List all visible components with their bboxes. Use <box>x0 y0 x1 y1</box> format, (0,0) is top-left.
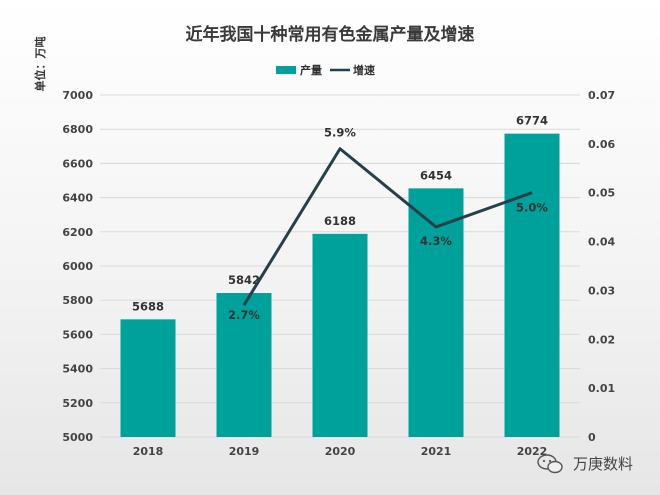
growth-rate-label: 4.3% <box>420 234 452 248</box>
x-axis-ticks: 2018 2019 2020 2021 2022 <box>133 445 548 458</box>
y2-tick-label: 0.05 <box>588 187 615 200</box>
y2-tick-label: 0.02 <box>588 333 615 346</box>
wechat-icon <box>537 454 563 474</box>
bar <box>312 233 368 437</box>
right-axis-ticks: 0 0.01 0.02 0.03 0.04 0.05 0.06 0.07 <box>588 89 615 444</box>
growth-rate-label: 5.0% <box>516 201 548 215</box>
x-tick-label: 2020 <box>325 445 356 458</box>
y2-tick-label: 0.06 <box>588 138 615 151</box>
legend: 产量 增速 <box>276 63 375 77</box>
y-tick-label: 7000 <box>62 89 93 102</box>
y-tick-label: 6800 <box>62 123 93 136</box>
bar-value-label: 6188 <box>324 214 356 228</box>
growth-line-path <box>242 147 533 306</box>
watermark-text: 万庚数料 <box>573 455 633 473</box>
y-tick-label: 5600 <box>62 328 93 341</box>
y-tick-label: 5800 <box>62 294 93 307</box>
bar <box>408 188 464 437</box>
y-tick-label: 6400 <box>62 192 93 205</box>
bar <box>216 293 272 437</box>
y2-tick-label: 0.01 <box>588 382 615 395</box>
y-tick-label: 6000 <box>62 260 93 273</box>
y-tick-label: 5000 <box>62 431 93 444</box>
x-tick-label: 2018 <box>133 445 164 458</box>
chart-title: 近年我国十种常用有色金属产量及增速 <box>186 24 475 45</box>
growth-rate-label: 2.7% <box>228 308 260 322</box>
growth-line: 2.7% 5.9% 4.3% 5.0% <box>228 126 548 322</box>
y2-tick-label: 0 <box>588 431 596 444</box>
bar-value-label: 5688 <box>132 299 164 313</box>
bar-value-label: 5842 <box>228 273 260 287</box>
y-tick-label: 5200 <box>62 397 93 410</box>
y-tick-label: 6200 <box>62 226 93 239</box>
x-tick-label: 2021 <box>421 445 452 458</box>
legend-bar-swatch <box>276 66 296 74</box>
bar <box>120 319 176 437</box>
bar <box>504 133 560 437</box>
x-tick-label: 2019 <box>229 445 260 458</box>
y2-tick-label: 0.07 <box>588 89 615 102</box>
watermark: 万庚数料 <box>537 454 633 474</box>
x-tick-label: 2022 <box>517 445 548 458</box>
legend-line-label: 增速 <box>353 63 375 77</box>
legend-bar-label: 产量 <box>300 63 322 77</box>
unit-label: 单位：万吨 <box>33 37 47 92</box>
bars <box>120 133 560 437</box>
y2-tick-label: 0.03 <box>588 284 615 297</box>
bar-value-label: 6454 <box>420 168 452 182</box>
y2-tick-label: 0.04 <box>588 236 615 249</box>
y-tick-label: 5400 <box>62 363 93 376</box>
bar-labels: 5688 5842 6188 6454 6774 <box>132 114 548 314</box>
growth-rate-label: 5.9% <box>324 126 356 140</box>
left-axis-ticks: 5000 5200 5400 5600 5800 6000 6200 6400 6600 6800… <box>62 89 93 444</box>
y-tick-label: 6600 <box>62 157 93 170</box>
bar-value-label: 6774 <box>516 114 548 128</box>
